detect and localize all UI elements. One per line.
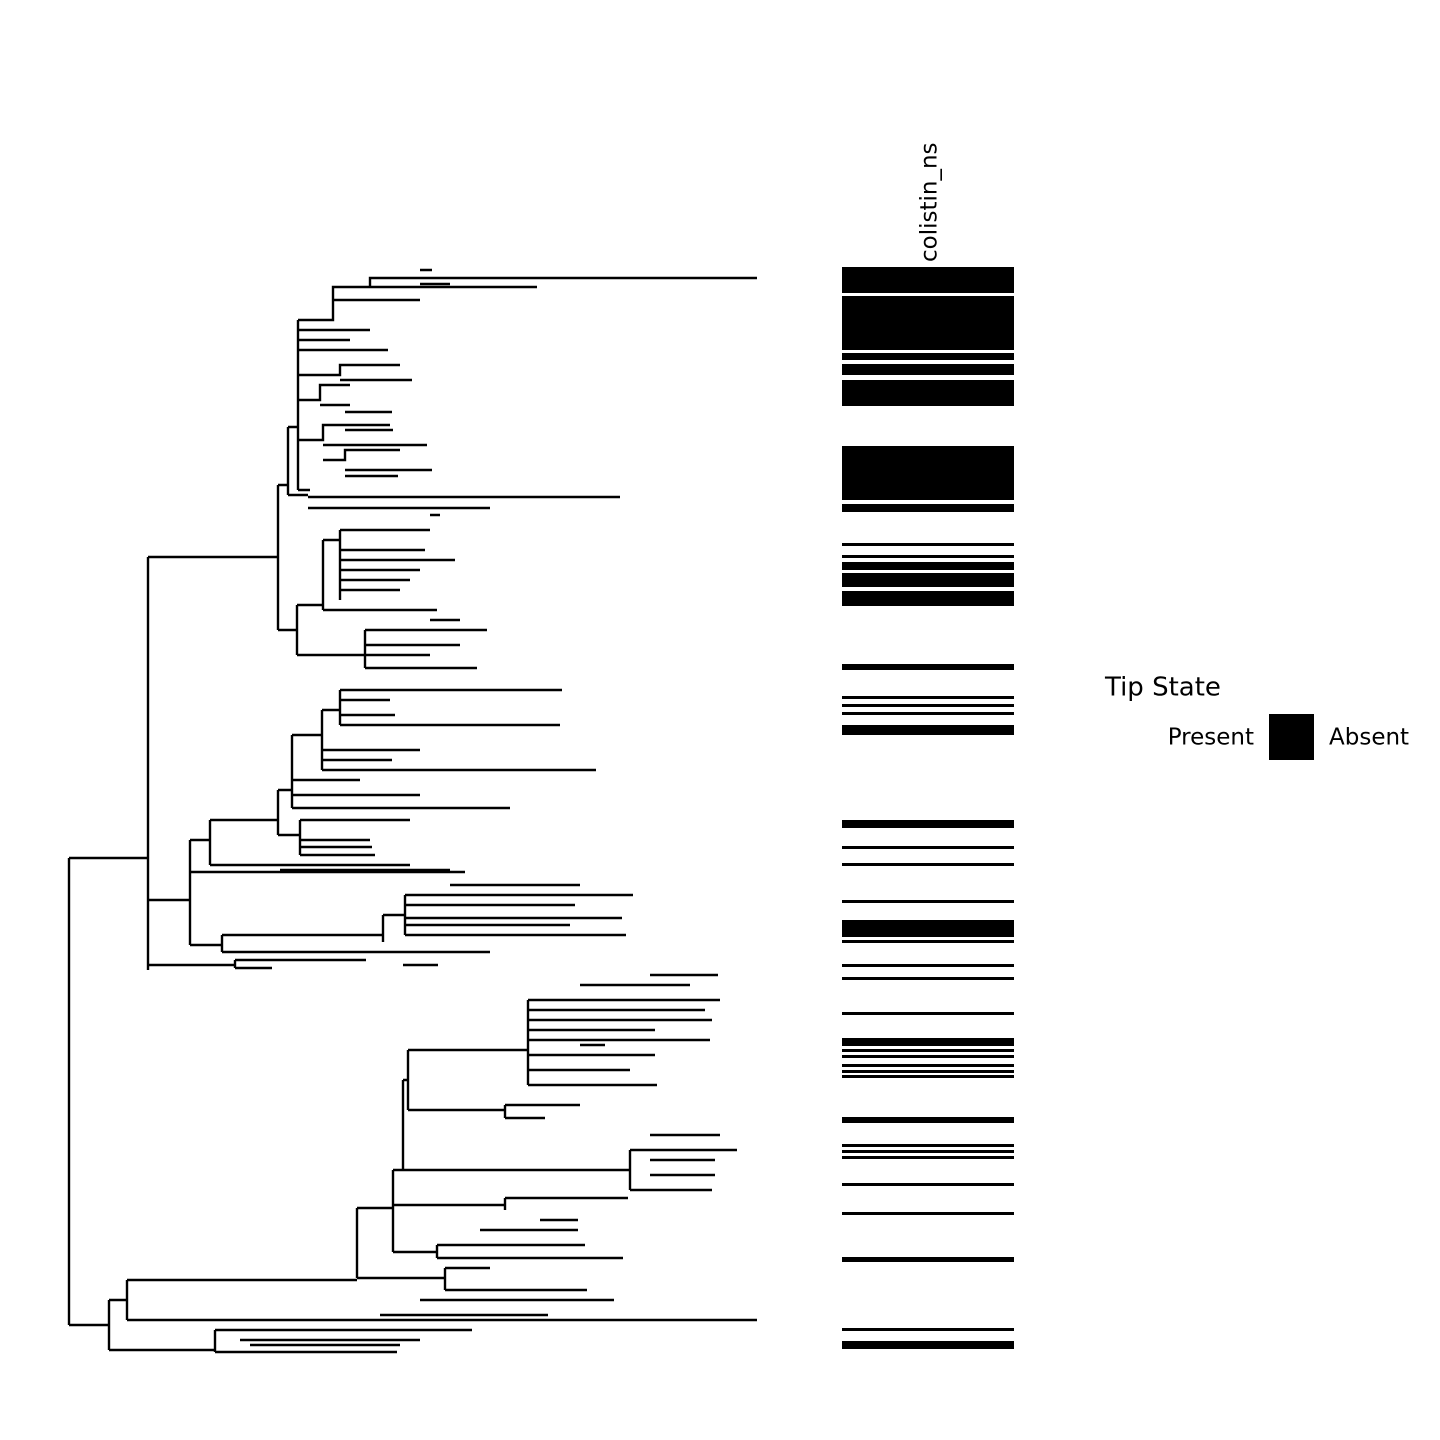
phylogenetic-tree — [67, 268, 757, 1354]
legend-key — [1269, 714, 1314, 760]
legend-label: Absent — [1329, 725, 1409, 751]
legend-title: Tip State — [1104, 673, 1221, 703]
heatmap — [842, 267, 1014, 1349]
column-label: colistin_ns — [917, 142, 943, 262]
legend-label: Present — [1168, 725, 1254, 751]
